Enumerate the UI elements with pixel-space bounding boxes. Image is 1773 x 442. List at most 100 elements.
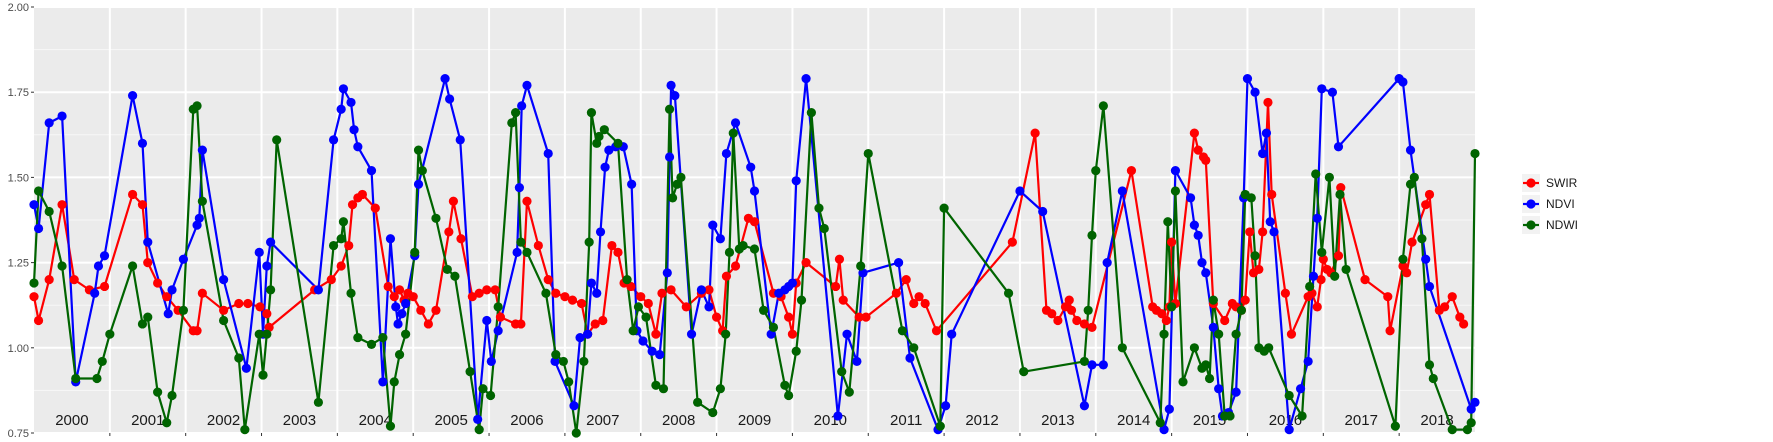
ndwi-point: [1317, 247, 1327, 257]
ndvi-point: [894, 258, 904, 268]
ndvi-point: [397, 309, 407, 319]
ndwi-point: [571, 428, 581, 438]
ndwi-point: [394, 350, 405, 360]
swir-point: [456, 234, 466, 244]
swir-point: [576, 298, 587, 309]
year-label: 2008: [662, 412, 695, 429]
swir-point: [69, 275, 79, 285]
ndvi-point: [666, 80, 676, 90]
swir-point: [543, 275, 553, 285]
ndvi-point: [1159, 424, 1169, 435]
ndwi-point: [1311, 169, 1321, 179]
ndwi-point: [1409, 172, 1419, 182]
ndwi-point: [197, 196, 207, 206]
ndvi-point: [143, 237, 153, 247]
ndwi-point: [599, 125, 609, 135]
ndvi-point: [1333, 142, 1344, 152]
ndvi-point: [586, 278, 597, 288]
swir-point: [1087, 322, 1097, 332]
ndwi-point: [254, 329, 264, 339]
ndvi-point: [366, 165, 377, 176]
ndvi-point: [1231, 387, 1241, 397]
ndwi-point: [564, 377, 574, 387]
ndwi-point: [401, 329, 411, 339]
ndwi-point: [724, 247, 735, 257]
ndvi-point: [1087, 360, 1097, 370]
x-axis: [109, 433, 1400, 436]
ndwi-point: [796, 295, 807, 305]
ndvi-point: [413, 179, 424, 189]
ndwi-point: [1398, 254, 1408, 264]
swir-point: [1333, 251, 1344, 261]
swir-point: [1167, 237, 1177, 247]
swir-point: [416, 305, 426, 315]
ndvi-point: [393, 319, 403, 329]
ndwi-point: [768, 322, 779, 332]
ndvi-point: [662, 268, 672, 278]
swir-point: [560, 292, 570, 302]
swir-point: [551, 288, 561, 298]
ndwi-point: [728, 128, 738, 138]
swir-point: [1053, 315, 1063, 326]
swir-point: [1254, 264, 1264, 275]
ndvi-point: [1170, 165, 1181, 176]
ndwi-point: [1250, 251, 1260, 261]
ndwi-point: [178, 305, 189, 315]
ndwi-point: [715, 384, 725, 394]
swir-point: [490, 285, 500, 295]
year-label: 2005: [434, 412, 467, 429]
ndvi-point: [746, 162, 756, 172]
ndvi-point: [517, 101, 527, 111]
ndvi-point: [522, 80, 532, 90]
swir-point: [1240, 295, 1250, 305]
ndwi-point: [633, 302, 644, 312]
swir-point: [636, 292, 646, 302]
y-axis: 0.75 1.00 1.25 1.50 1.75 2.00: [8, 2, 34, 440]
ndwi-point: [378, 332, 388, 343]
ndwi-point: [127, 261, 138, 271]
ndwi-point: [431, 213, 441, 223]
ndvi-point: [627, 179, 637, 189]
ndwi-point: [1214, 329, 1224, 339]
swir-point: [444, 227, 454, 237]
ndwi-point: [558, 356, 568, 367]
ndvi-point: [178, 254, 189, 264]
ndvi-point: [664, 152, 675, 162]
ndvi-point: [569, 401, 579, 411]
ndvi-point: [592, 288, 602, 298]
swir-point: [482, 285, 492, 295]
swir-point: [901, 275, 911, 285]
ndwi-point: [328, 240, 339, 251]
swir-point: [657, 288, 667, 298]
ndvi-point: [346, 97, 356, 108]
swir-point: [474, 288, 484, 298]
ndvi-point: [595, 227, 606, 237]
swir-point: [516, 319, 526, 329]
ndvi-point: [197, 145, 207, 155]
ndvi-point: [328, 135, 339, 145]
swir-point: [1440, 302, 1450, 312]
swir-point: [838, 295, 848, 305]
ndwi-point: [594, 131, 604, 142]
ndwi-point: [1466, 418, 1476, 428]
swir-point: [137, 200, 148, 210]
ndvi-point: [1098, 360, 1108, 370]
swir-point: [607, 240, 617, 251]
ndwi-point: [450, 271, 460, 281]
swir-point: [219, 305, 229, 315]
swir-point: [721, 271, 732, 281]
ndwi-point: [389, 377, 399, 387]
swir-point: [1336, 183, 1346, 193]
ndwi-point: [465, 367, 475, 377]
swir-point: [1398, 261, 1408, 271]
ndwi-point: [1470, 148, 1480, 159]
swir-point: [370, 203, 380, 213]
ndvi-point: [1327, 87, 1338, 97]
legend-marker-swir: [1526, 178, 1536, 188]
ndwi-point: [814, 203, 824, 213]
ndwi-point: [1330, 271, 1340, 281]
ndvi-point: [93, 261, 104, 271]
ndwi-point: [143, 312, 153, 322]
ndwi-point: [693, 397, 703, 407]
